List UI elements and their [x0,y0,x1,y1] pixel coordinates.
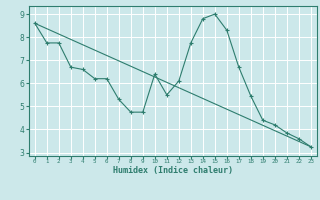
X-axis label: Humidex (Indice chaleur): Humidex (Indice chaleur) [113,166,233,175]
